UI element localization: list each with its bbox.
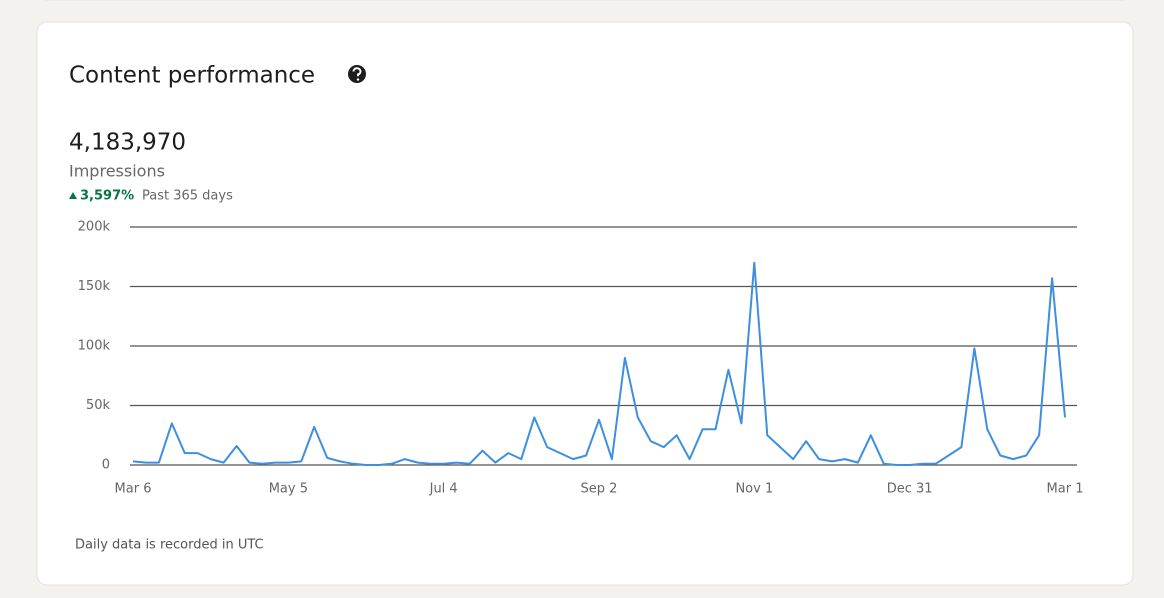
card	[36, 21, 1134, 586]
metric-value: 4,183,970	[69, 130, 186, 156]
x-tick-label: Mar 6	[115, 482, 152, 497]
y-tick-label: 50k	[86, 398, 111, 413]
change: 3,597%	[80, 189, 134, 204]
card-title: Content performance	[69, 63, 315, 89]
x-tick-label: Nov 1	[735, 482, 773, 497]
period: Past 365 days	[142, 189, 233, 204]
y-tick-label: 100k	[78, 339, 111, 354]
y-tick-label: 150k	[78, 279, 111, 294]
x-tick-label: Sep 2	[581, 482, 618, 497]
metric-label: Impressions	[69, 162, 165, 181]
x-tick-label: Dec 31	[887, 482, 933, 497]
footnote: Daily data is recorded in UTC	[75, 538, 264, 553]
up-arrow	[69, 192, 77, 199]
chart: 0 50k 100k 150k 200k Mar 6 May 5 Jul 4 Sep 2 Nov …	[78, 220, 1084, 497]
y-tick-label: 0	[102, 458, 110, 473]
y-tick-label: 200k	[78, 220, 111, 235]
help-icon[interactable]	[348, 65, 366, 83]
impressions-line	[132, 261, 1066, 466]
x-tick-label: Mar 1	[1047, 482, 1084, 497]
x-tick-label: May 5	[269, 482, 308, 497]
x-tick-label: Jul 4	[429, 482, 458, 497]
